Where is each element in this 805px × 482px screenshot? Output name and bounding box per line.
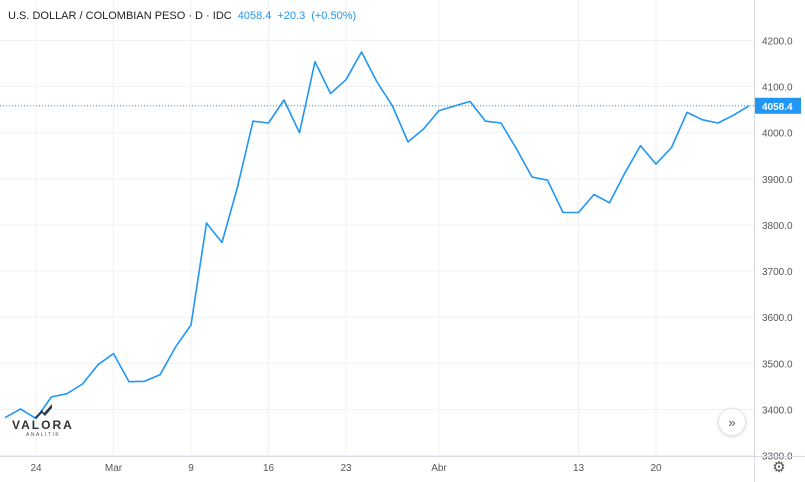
y-tick-label: 3400.0 [762, 405, 793, 416]
chart-header: U.S. DOLLAR / COLOMBIAN PESO · D · IDC 4… [8, 10, 356, 22]
y-tick-label: 4200.0 [762, 37, 793, 48]
y-tick-label: 3900.0 [762, 175, 793, 186]
last-price-label-bg [755, 97, 801, 114]
last-price-label: 4058.4 [762, 102, 793, 113]
x-tick-label: 13 [573, 463, 585, 474]
y-tick-label: 3600.0 [762, 313, 793, 324]
y-tick-label: 3500.0 [762, 359, 793, 370]
x-tick-label: 20 [650, 463, 662, 474]
x-tick-label: 9 [188, 463, 194, 474]
watermark-name: VALORA [12, 418, 74, 432]
y-tick-label: 3700.0 [762, 267, 793, 278]
y-tick-label: 4100.0 [762, 83, 793, 94]
watermark-logo: VALORA ANALITIK [12, 402, 72, 438]
x-tick-label: Mar [105, 463, 123, 474]
price-change-percent: (+0.50%) [311, 10, 357, 22]
x-tick-label: 24 [30, 463, 42, 474]
x-tick-label: Abr [431, 463, 447, 474]
x-tick-label: 16 [263, 463, 275, 474]
settings-button[interactable]: ⚙ [770, 458, 788, 476]
y-tick-label: 4000.0 [762, 129, 793, 140]
symbol-title: U.S. DOLLAR / COLOMBIAN PESO · D · IDC [8, 10, 232, 22]
series-line [4, 51, 750, 420]
chevrons-right-icon: » [728, 414, 736, 430]
scroll-to-realtime-button[interactable]: » [718, 408, 746, 436]
price-change: +20.3 [277, 10, 306, 22]
watermark-subtitle: ANALITIK [26, 432, 61, 438]
last-price-value: 4058.4 [237, 10, 272, 22]
logo-mark-icon [34, 404, 52, 418]
gear-icon: ⚙ [772, 459, 786, 476]
y-tick-label: 3800.0 [762, 221, 793, 232]
x-tick-label: 23 [340, 463, 352, 474]
